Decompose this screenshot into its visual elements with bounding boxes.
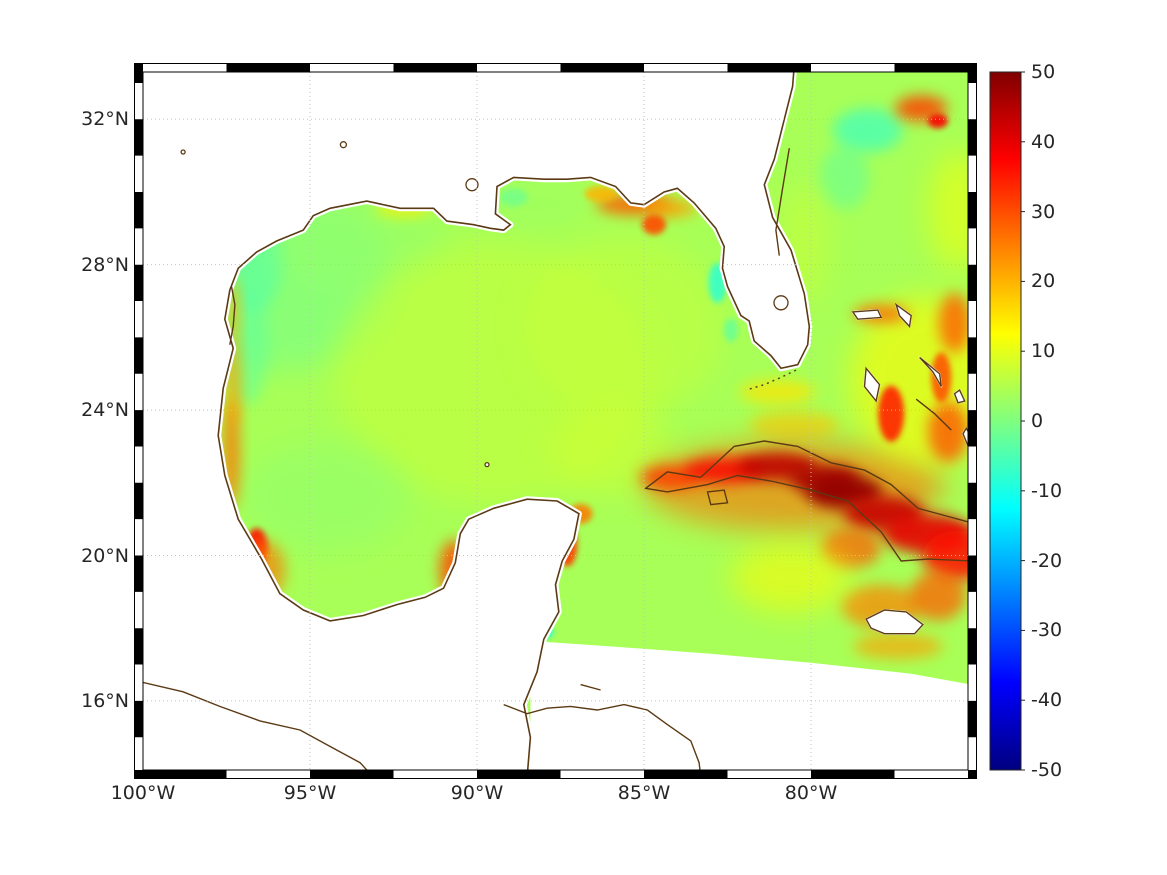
andros-outline	[863, 366, 881, 403]
grand-bahama-outline	[851, 309, 883, 320]
lake-pontchartrain	[465, 178, 479, 192]
heatmap-blob	[731, 542, 851, 613]
heatmap-blob	[644, 200, 697, 217]
heatmap-blob	[819, 145, 870, 210]
heatmap-layer	[143, 72, 968, 770]
heatmap-blob	[927, 114, 948, 129]
pacific-coast	[143, 681, 368, 770]
heatmap-blob	[878, 385, 905, 442]
st-johns-river	[775, 148, 790, 256]
heatmap-blob	[739, 379, 816, 404]
isla-juventud-outline	[706, 489, 729, 506]
heatmap-blob	[723, 318, 738, 343]
land-layer	[143, 72, 968, 770]
heatmap-blob	[238, 442, 409, 553]
mainland-coastline	[217, 72, 811, 770]
abaco-outline	[894, 302, 912, 329]
eleuthera-outline	[919, 356, 942, 387]
exuma-chain	[915, 398, 952, 431]
heatmap-blob	[923, 530, 968, 581]
jamaica-outline	[865, 609, 924, 635]
long-island-outline	[962, 426, 968, 448]
florida-keys	[745, 369, 797, 391]
heatmap-blob	[642, 214, 666, 235]
cat-island-outline	[953, 389, 966, 404]
bay-islands	[580, 683, 601, 691]
grid-layer	[143, 72, 968, 770]
nodata-southeast	[530, 640, 968, 770]
heatmap-blob	[499, 188, 528, 207]
texas-lake	[180, 149, 186, 155]
heatmap-blob	[852, 633, 943, 660]
colorbar	[989, 71, 1025, 771]
heatmap-blob	[832, 108, 903, 153]
heatmap-blob	[928, 150, 968, 271]
heatmap-blob	[749, 410, 840, 439]
colorbar-gradient	[989, 71, 1022, 771]
lake-sam-rayburn	[339, 141, 348, 149]
cuba-outline	[643, 440, 968, 562]
map-frame	[134, 63, 977, 779]
heatmap-blob	[550, 405, 671, 496]
heatmap-blob	[584, 185, 617, 202]
heatmap-blob	[928, 401, 968, 462]
honduras-coast	[503, 703, 701, 770]
lake-okeechobee	[773, 295, 789, 311]
alacranes-reef	[484, 461, 490, 468]
heatmap-blob	[938, 292, 968, 353]
heatmap-blob	[909, 570, 966, 621]
heatmap-blob	[524, 236, 724, 417]
coastline-layer	[143, 72, 968, 770]
laguna-madre	[229, 286, 236, 345]
heatmap-blob	[931, 352, 952, 403]
